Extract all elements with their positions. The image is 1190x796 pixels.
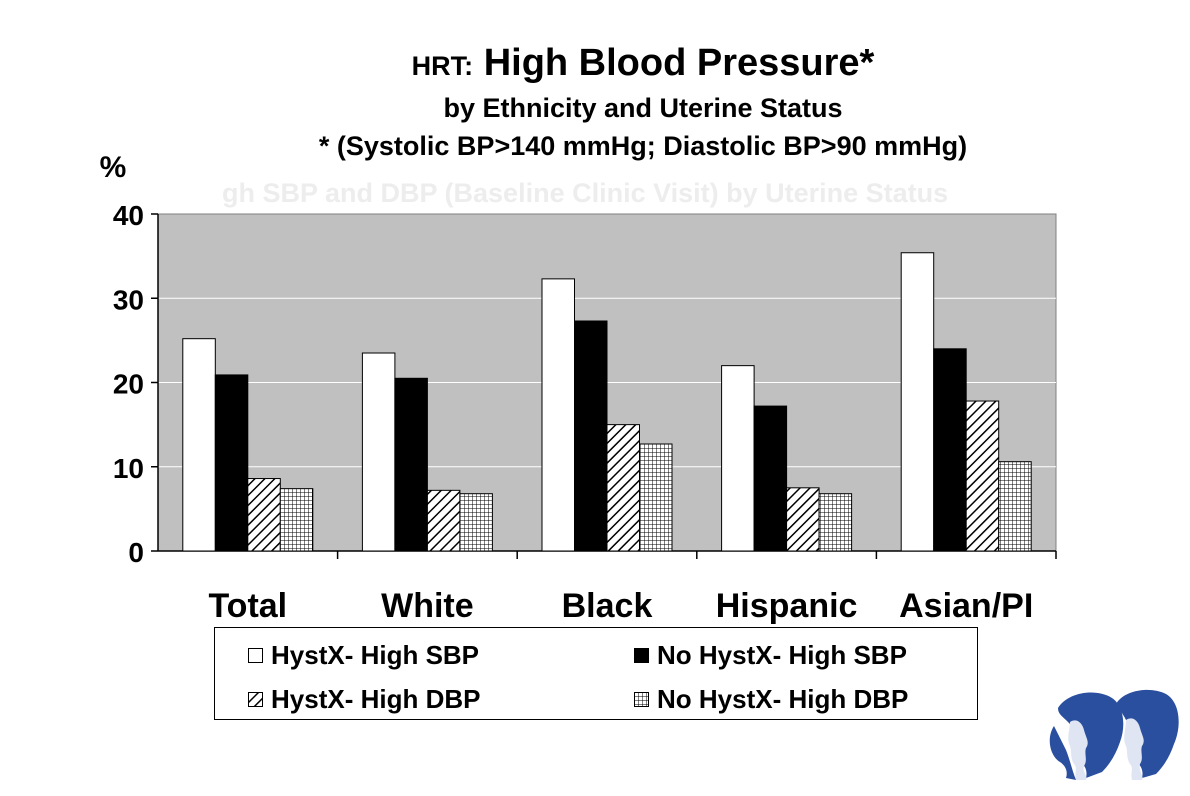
faded-watermark-text: gh SBP and DBP (Baseline Clinic Visit) b…	[222, 178, 949, 208]
title-line-3: * (Systolic BP>140 mmHg; Diastolic BP>90…	[318, 131, 968, 161]
legend-item-no-hystx-high-dbp: No HystX- High DBP	[634, 684, 908, 715]
legend-label: HystX- High SBP	[271, 640, 480, 670]
bar-1	[182, 338, 216, 552]
y-tick-label: 30	[113, 284, 144, 315]
two-profile-heads-logo-icon	[1049, 689, 1179, 780]
bar-2	[753, 405, 788, 552]
legend-swatch-grid	[634, 692, 649, 707]
legend-swatch-white	[248, 648, 263, 663]
bar-4	[998, 461, 1032, 552]
legend-item-hystx-high-sbp: HystX- High SBP	[248, 640, 479, 671]
legend-label: No HystX- High DBP	[657, 684, 909, 714]
bar-3	[606, 424, 640, 552]
bar-2	[214, 374, 249, 552]
x-category-label: White	[381, 587, 474, 625]
title-prefix: HRT:	[411, 51, 474, 81]
bar-4	[639, 443, 673, 552]
legend-swatch-diagonal	[248, 692, 263, 707]
bar-2	[933, 348, 967, 552]
y-axis-label: %	[100, 151, 127, 184]
chart-legend: HystX- High SBP No HystX- High SBP HystX…	[214, 627, 978, 720]
bar-2	[394, 377, 428, 552]
y-tick-label: 20	[113, 369, 144, 400]
x-category-label: Hispanic	[716, 587, 858, 625]
legend-swatch-black	[634, 648, 649, 663]
legend-item-no-hystx-high-sbp: No HystX- High SBP	[634, 640, 907, 671]
chart-title: HRT: High Blood Pressure* by Ethnicity a…	[0, 40, 1190, 165]
legend-label: HystX- High DBP	[271, 684, 481, 714]
legend-item-hystx-high-dbp: HystX- High DBP	[248, 684, 480, 715]
legend-label: No HystX- High SBP	[657, 640, 907, 670]
y-tick-label: 10	[113, 453, 144, 484]
bar-3	[247, 478, 281, 552]
bar-4	[818, 493, 853, 552]
bar-2	[574, 320, 608, 552]
title-main: High Blood Pressure*	[483, 42, 875, 84]
bar-4	[459, 493, 493, 552]
bar-1	[721, 365, 755, 552]
bar-1	[361, 352, 396, 552]
y-tick-label: 40	[113, 200, 144, 231]
bar-1	[900, 252, 935, 552]
title-line-1: HRT: High Blood Pressure*	[0, 40, 1190, 89]
bar-4	[279, 488, 314, 552]
bar-3	[426, 489, 461, 552]
bar-1	[541, 278, 575, 552]
bar-3	[786, 487, 820, 552]
x-category-label: Black	[562, 587, 653, 625]
title-line-2: by Ethnicity and Uterine Status	[443, 93, 843, 123]
bar-3	[965, 400, 1000, 552]
x-category-label: Asian/PI	[899, 587, 1033, 625]
y-tick-label: 0	[128, 537, 144, 568]
x-category-label: Total	[208, 587, 287, 625]
